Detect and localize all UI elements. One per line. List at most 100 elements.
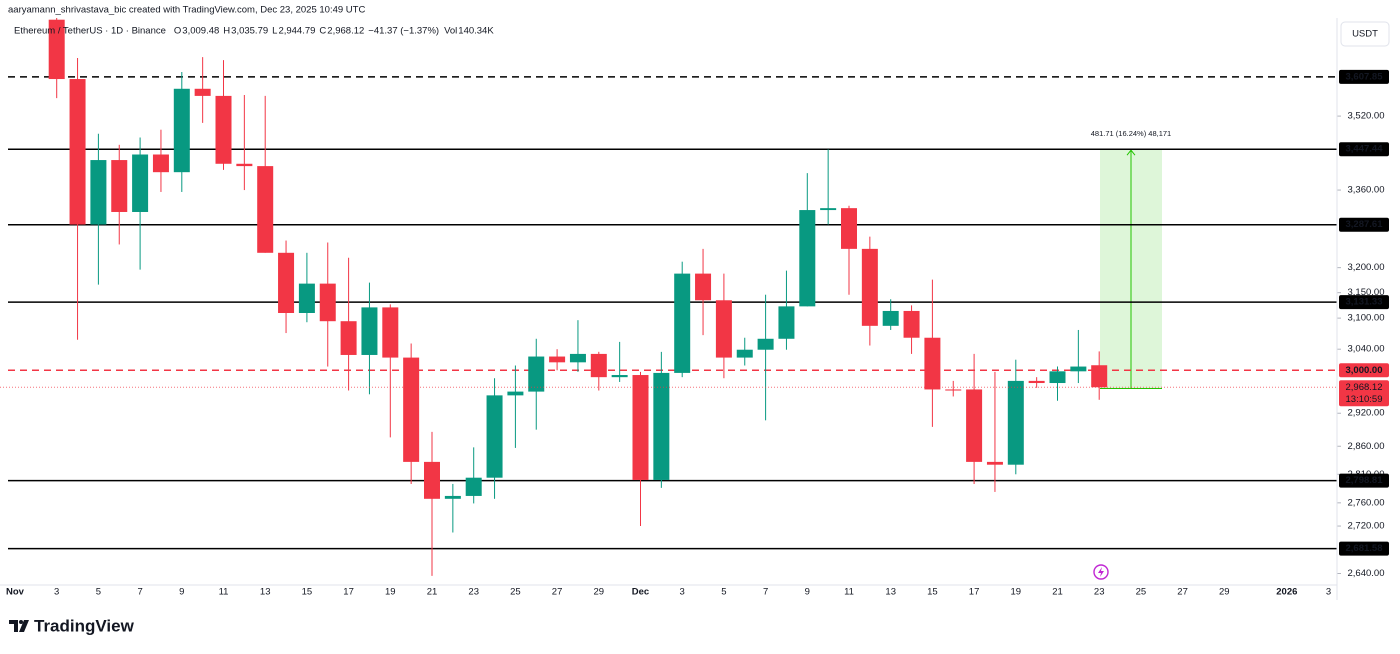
quote-text: 2,944.79 [278, 26, 315, 37]
candle-body [257, 166, 274, 253]
x-tick-label: 21 [427, 587, 438, 598]
candle-body [966, 389, 983, 462]
candle-body [465, 477, 482, 496]
level-label-box [1339, 217, 1389, 232]
candle-body [695, 273, 712, 301]
x-tick-label: Nov [6, 587, 25, 598]
candle-body [278, 252, 295, 313]
x-tick-label: Dec [632, 587, 649, 598]
candle-body [653, 372, 670, 480]
plot-area [0, 18, 1337, 576]
candle-body [632, 375, 649, 480]
candle-body [924, 337, 941, 390]
candle-body [215, 95, 232, 164]
brand-logo [9, 620, 29, 632]
x-tick-label: 15 [927, 587, 938, 598]
candle-body [424, 461, 440, 499]
symbol-title: Ethereum / TetherUS · 1D · Binance [14, 26, 166, 37]
level-label: 3,131.33 [1346, 297, 1383, 308]
level-label: 2,798.81 [1346, 475, 1384, 486]
level-label: 2,681.58 [1346, 543, 1383, 554]
x-tick-label: 19 [385, 587, 396, 598]
currency-label[interactable]: USDT [1352, 29, 1378, 40]
brand-name: TradingView [34, 616, 135, 635]
y-tick-label: 2,720.00 [1348, 521, 1385, 532]
x-tick-label: 25 [1136, 587, 1147, 598]
x-tick-label: 13 [260, 587, 271, 598]
y-tick-label: 2,640.00 [1348, 568, 1385, 579]
candle-body [152, 154, 169, 173]
x-tick-label: 23 [468, 587, 479, 598]
x-tick-label: 23 [1094, 587, 1105, 598]
candle-body [736, 349, 753, 358]
level-label-box [1339, 473, 1389, 488]
quote-text: O [174, 26, 181, 37]
candle-body [861, 248, 878, 326]
candle-body [674, 273, 691, 373]
candle-body [507, 391, 524, 396]
x-tick-label: 19 [1011, 587, 1022, 598]
level-label-box [1339, 69, 1389, 84]
x-tick-label: 5 [721, 587, 726, 598]
quote-text: 2,968.12 [327, 26, 364, 37]
candle-body [111, 160, 128, 212]
candle-body [778, 306, 795, 339]
candle-body [549, 356, 566, 363]
x-tick-label: 27 [552, 587, 563, 598]
candle-body [882, 310, 899, 326]
candle-body [319, 283, 336, 322]
x-tick-label: 2026 [1276, 587, 1297, 598]
candle-body [1091, 365, 1108, 388]
candle-body [841, 208, 857, 249]
x-tick-label: 3 [1326, 587, 1331, 598]
y-tick-label: 2,760.00 [1348, 497, 1385, 508]
candle-body [569, 353, 586, 363]
candle-body [1007, 380, 1024, 465]
x-tick-label: 11 [219, 587, 229, 598]
candle-body [1070, 366, 1087, 372]
countdown-label: 13:10:59 [1346, 394, 1383, 405]
level-label: 3,287.61 [1346, 219, 1384, 230]
candle-body [403, 357, 420, 462]
candle-body [820, 208, 837, 211]
candle-body [799, 210, 816, 307]
level-label: 3,000.00 [1346, 365, 1383, 376]
x-tick-label: 21 [1052, 587, 1063, 598]
quote-text: 3,035.79 [231, 26, 268, 37]
quote-text: Vol [444, 26, 457, 37]
level-label: 3,447.44 [1346, 144, 1384, 155]
level-label-box [1339, 295, 1389, 310]
quote-text: H [223, 26, 230, 37]
candle-body [757, 338, 774, 350]
axes: 3,520.00 3,360.00 3,200.00 3,150.00 3,100.00… [6, 69, 1389, 598]
x-tick-label: 7 [763, 587, 768, 598]
x-tick-label: 9 [179, 587, 184, 598]
x-tick-label: 27 [1177, 587, 1188, 598]
x-tick-label: 17 [343, 587, 354, 598]
current-price-box [1339, 380, 1389, 407]
attribution: aaryamann_shrivastava_bic created with T… [8, 5, 365, 16]
x-tick-label: 15 [302, 587, 313, 598]
currency-button[interactable] [1340, 21, 1390, 47]
alert-icon[interactable] [1093, 564, 1109, 580]
candle-body [340, 321, 357, 355]
candle-body [611, 375, 628, 378]
candle-body [1049, 371, 1066, 384]
quote-text: L [272, 26, 277, 37]
y-tick-label: 2,860.00 [1348, 441, 1385, 452]
y-tick-label: 3,100.00 [1348, 313, 1385, 324]
y-tick-label: 3,040.00 [1348, 344, 1385, 355]
candle-body [903, 310, 920, 338]
x-tick-label: 9 [805, 587, 810, 598]
candle-body [486, 395, 503, 478]
candle-body [715, 300, 732, 358]
y-tick-label: 3,150.00 [1348, 287, 1385, 298]
candle-body [90, 160, 107, 225]
candle-body [361, 307, 378, 355]
candle-body [132, 154, 149, 212]
candle-body [444, 495, 461, 499]
x-tick-label: 3 [54, 587, 59, 598]
